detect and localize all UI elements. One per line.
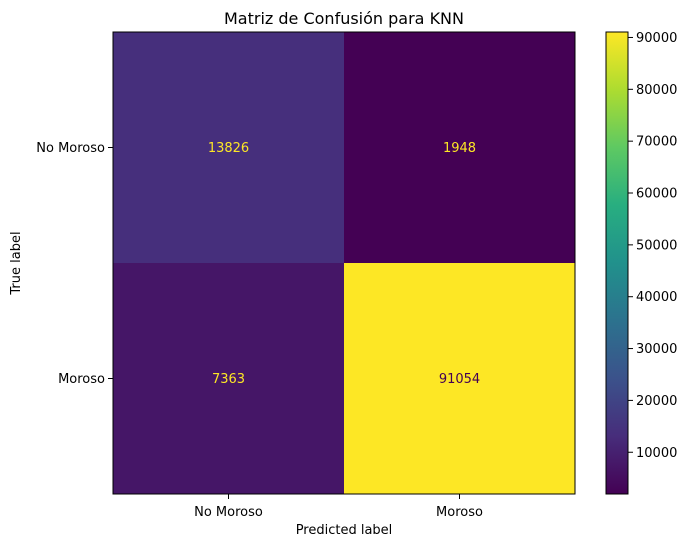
chart-title: Matriz de Confusión para KNN (224, 9, 464, 28)
y-axis-label: True label (9, 231, 24, 295)
x-tick-label: Moroso (436, 505, 483, 520)
plot-frame (112, 31, 576, 495)
colorbar-tick-label: 40000 (636, 290, 677, 305)
x-tick-label: No Moroso (194, 505, 263, 520)
colorbar-tick-label: 20000 (636, 394, 677, 409)
x-axis-label: Predicted label (296, 523, 393, 538)
x-axis-ticks: No Moroso Moroso (194, 494, 483, 520)
heatmap-cell (344, 32, 575, 263)
colorbar-tick-label: 30000 (636, 342, 677, 357)
colorbar-ticks: 10000 20000 30000 40000 50000 60000 70000 80000… (628, 31, 677, 461)
y-axis-ticks: No Moroso Moroso (36, 141, 113, 387)
colorbar-tick-label: 60000 (636, 187, 677, 202)
colorbar-tick-label: 10000 (636, 446, 677, 461)
colorbar-tick-label: 80000 (636, 83, 677, 98)
colorbar-tick-label: 90000 (636, 31, 677, 46)
heatmap-cell (113, 32, 344, 263)
heatmap-cell (344, 263, 575, 494)
cell-value-labels: 13826 1948 7363 91054 (208, 141, 480, 387)
cell-value-label: 1948 (443, 141, 476, 156)
y-tick-label: Moroso (58, 372, 105, 387)
cell-value-label: 13826 (208, 141, 249, 156)
heatmap-cells (113, 32, 575, 494)
colorbar-tick-label: 50000 (636, 238, 677, 253)
colorbar (605, 31, 629, 495)
cell-value-label: 91054 (439, 372, 480, 387)
heatmap-cell (113, 263, 344, 494)
cell-value-label: 7363 (212, 372, 245, 387)
y-tick-label: No Moroso (36, 141, 105, 156)
colorbar-tick-label: 70000 (636, 135, 677, 150)
